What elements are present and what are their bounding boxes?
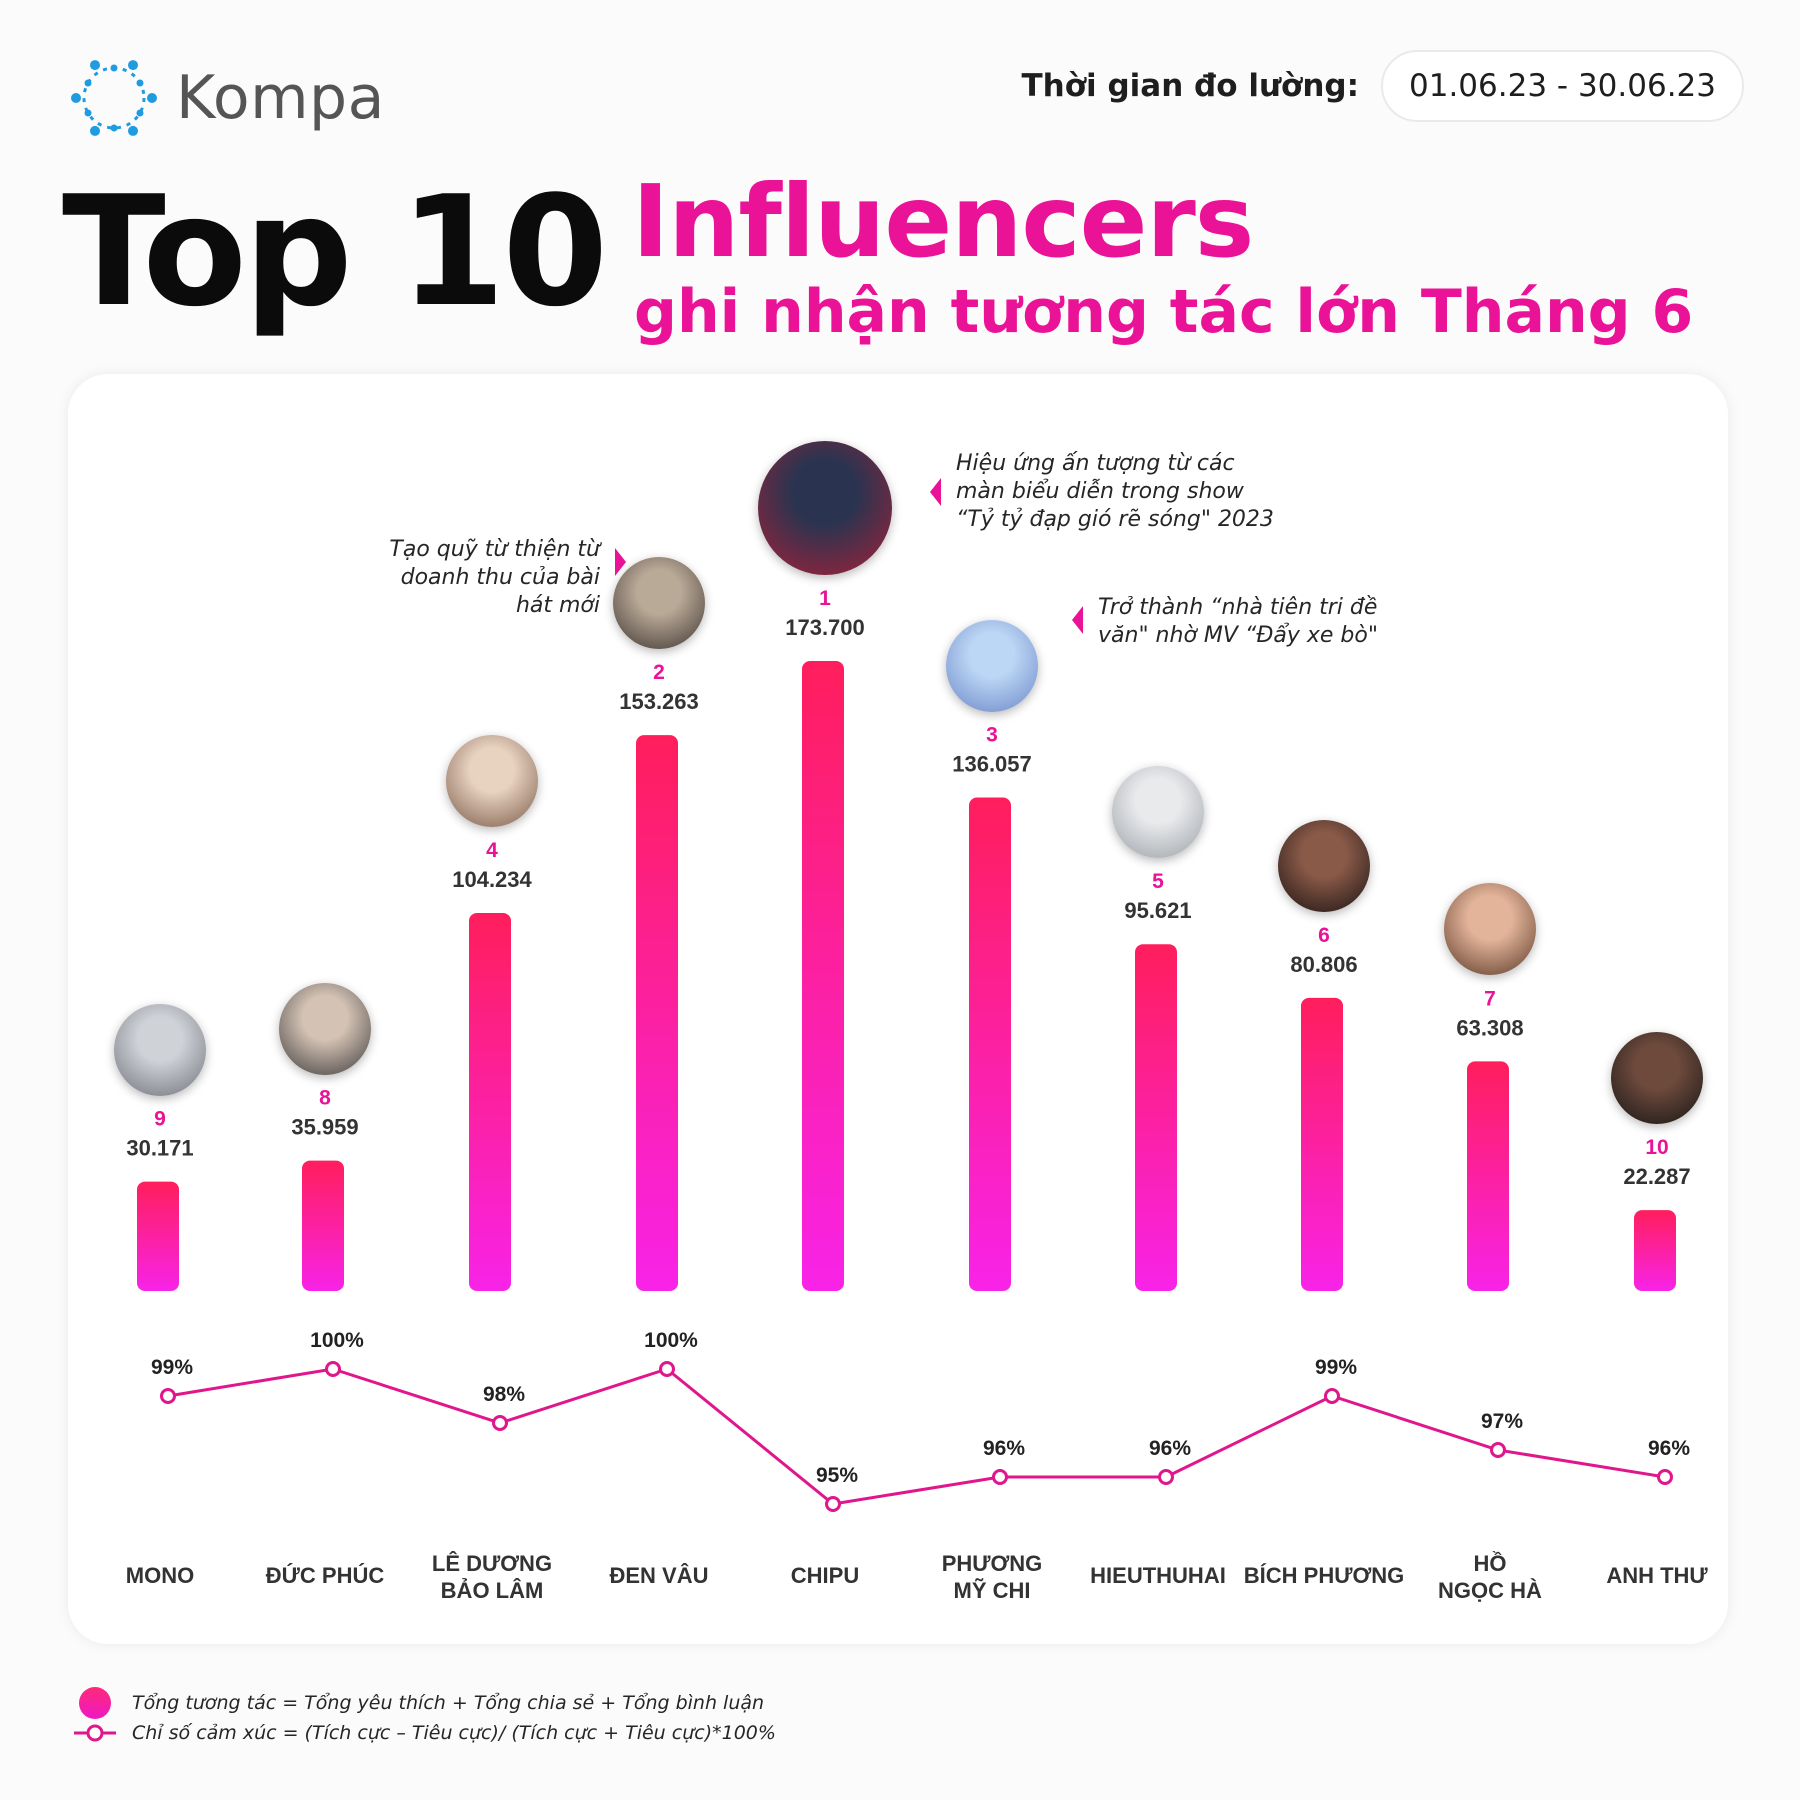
avatar (1444, 883, 1536, 976)
bar-value-label: 80.806 (1290, 952, 1357, 977)
avatar (1112, 766, 1204, 859)
bar-3 (469, 912, 511, 1291)
annotation-phuong-my-chi-text: Trở thành “nhà tiên tri đề văn" nhờ MV “… (1098, 595, 1378, 648)
category-label: LÊ DƯƠNG BẢO LÂM (432, 1551, 552, 1603)
sentiment-point (825, 1496, 841, 1512)
category-label: ĐỨC PHÚC (266, 1563, 385, 1588)
kompa-logo: Kompa (66, 50, 385, 146)
sentiment-label: 96% (1149, 1437, 1191, 1460)
title-top10: Top 10 (62, 163, 608, 340)
rank-label: 10 (1645, 1136, 1668, 1159)
category-label: HỒ NGỌC HÀ (1438, 1551, 1542, 1603)
avatar (613, 557, 705, 650)
category-label: MONO (126, 1563, 194, 1588)
avatar (114, 1003, 206, 1096)
sentiment-label: 96% (1648, 1437, 1690, 1460)
bar-value-label: 173.700 (785, 615, 865, 640)
rank-label: 2 (653, 661, 665, 684)
bar-value-label: 22.287 (1623, 1164, 1690, 1189)
rank-label: 3 (986, 724, 998, 747)
sentiment-label: 96% (983, 1437, 1025, 1460)
legend-bar-text: Tổng tương tác = Tổng yêu thích + Tổng c… (132, 1692, 765, 1714)
rank-label: 9 (154, 1108, 166, 1131)
arrow-left-icon (930, 478, 941, 506)
sentiment-point (492, 1415, 508, 1431)
category-label: ANH THƯ (1606, 1563, 1708, 1588)
bar-1 (137, 1181, 179, 1291)
logo-text: Kompa (176, 63, 385, 133)
bar-9 (1467, 1061, 1509, 1291)
bar-6 (969, 797, 1011, 1291)
annotation-den-vau: Tạo quỹ từ thiện từ doanh thu của bài há… (360, 536, 626, 620)
legend-bar: Tổng tương tác = Tổng yêu thích + Tổng c… (72, 1687, 764, 1719)
category-label: ĐEN VÂU (609, 1563, 708, 1588)
sentiment-label: 100% (644, 1329, 698, 1352)
annotation-chipu-text: Hiệu ứng ấn tượng từ các màn biểu diễn t… (956, 451, 1274, 532)
bar-value-label: 95.621 (1124, 898, 1191, 923)
chart-svg: 30.171 9 35.959 8 104.234 4 153.263 2 173.700 1 13… (126, 587, 1709, 1603)
avatar (446, 734, 538, 827)
sentiment-line (167, 1367, 1666, 1506)
category-label: BÍCH PHƯƠNG (1244, 1563, 1404, 1588)
sentiment-point (659, 1361, 675, 1377)
chart-card: 30.171 9 35.959 8 104.234 4 153.263 2 173.700 1 13… (68, 374, 1728, 1644)
kompa-ring-icon (71, 60, 157, 136)
arrow-right-icon (615, 548, 626, 576)
sentiment-point (1324, 1388, 1340, 1404)
sentiment-label: 100% (310, 1329, 364, 1352)
bar-10 (1634, 1210, 1676, 1291)
annotation-phuong-my-chi: Trở thành “nhà tiên tri đề văn" nhờ MV “… (1072, 594, 1418, 650)
title-influencers: Influencers (632, 163, 1254, 280)
bar-5 (802, 661, 844, 1291)
sentiment-point (992, 1469, 1008, 1485)
bar-value-label: 63.308 (1456, 1015, 1523, 1040)
rank-label: 4 (486, 839, 498, 862)
sentiment-point (1158, 1469, 1174, 1485)
legend-line-text: Chỉ số cảm xúc = (Tích cực – Tiêu cực)/ … (132, 1722, 776, 1744)
category-label: PHƯƠNG MỸ CHI (942, 1551, 1043, 1603)
period-label: Thời gian đo lường: (1021, 68, 1359, 104)
bar-8 (1301, 997, 1343, 1291)
sentiment-point (160, 1388, 176, 1404)
bar-value-label: 30.171 (126, 1136, 193, 1161)
measurement-period: Thời gian đo lường: 01.06.23 - 30.06.23 (1022, 50, 1744, 122)
avatar (1278, 819, 1370, 912)
category-label: HIEUTHUHAI (1090, 1563, 1226, 1588)
bar-value-label: 35.959 (291, 1115, 358, 1140)
sentiment-label: 97% (1481, 1410, 1523, 1433)
avatar (279, 982, 371, 1075)
bar-value-label: 153.263 (619, 689, 699, 714)
avatar (946, 619, 1038, 712)
sentiment-label: 98% (483, 1383, 525, 1406)
bar-2 (302, 1160, 344, 1291)
rank-label: 8 (319, 1087, 331, 1110)
bar-value-label: 136.057 (952, 752, 1032, 777)
bar-legend-dot-icon (79, 1687, 111, 1719)
annotation-chipu: Hiệu ứng ấn tượng từ các màn biểu diễn t… (930, 450, 1276, 534)
rank-label: 7 (1484, 987, 1496, 1010)
legend-line: Chỉ số cảm xúc = (Tích cực – Tiêu cực)/ … (72, 1722, 776, 1744)
bar-7 (1135, 944, 1177, 1291)
avatar (1611, 1032, 1703, 1125)
category-label: CHIPU (791, 1563, 859, 1588)
arrow-left-icon (1072, 606, 1083, 634)
line-legend-marker-icon (74, 1724, 116, 1742)
sentiment-point (325, 1361, 341, 1377)
avatar (758, 441, 892, 575)
sentiment-label: 99% (151, 1356, 193, 1379)
period-range: 01.06.23 - 30.06.23 (1381, 50, 1744, 122)
sentiment-label: 99% (1315, 1356, 1357, 1379)
sentiment-point (1657, 1469, 1673, 1485)
rank-label: 1 (819, 587, 831, 610)
sentiment-point (1490, 1442, 1506, 1458)
annotation-den-vau-text: Tạo quỹ từ thiện từ doanh thu của bài há… (389, 537, 600, 618)
bar-value-label: 104.234 (452, 867, 532, 892)
bar-4 (636, 735, 678, 1291)
sentiment-label: 95% (816, 1464, 858, 1487)
rank-label: 6 (1318, 924, 1330, 947)
title-subtitle: ghi nhận tương tác lớn Tháng 6 (634, 277, 1694, 347)
rank-label: 5 (1152, 870, 1164, 893)
